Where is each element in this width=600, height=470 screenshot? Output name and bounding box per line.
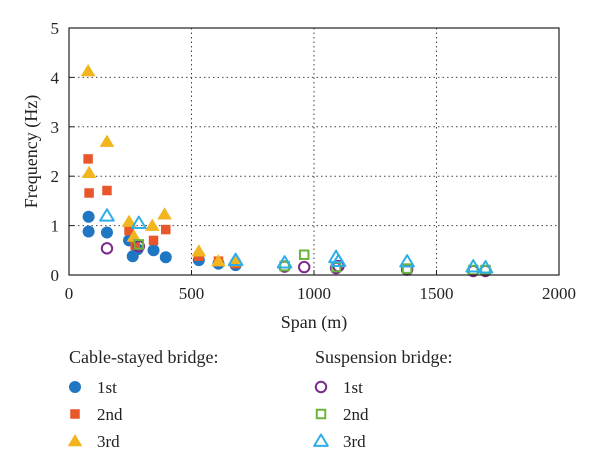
cable-stayed-3rd-point — [157, 207, 172, 220]
legend-marker — [67, 434, 83, 447]
legend-marker — [315, 408, 327, 420]
y-tick-label: 3 — [51, 118, 60, 137]
x-tick-label: 1500 — [420, 284, 454, 303]
cable-stayed-3rd-point — [121, 214, 137, 227]
x-tick-labels: 0 500 1000 1500 2000 — [65, 270, 576, 303]
legend-title-cable-stayed: Cable-stayed bridge: — [69, 347, 218, 367]
suspension-2nd-point — [298, 249, 310, 260]
cable-stayed-3rd-point — [99, 134, 115, 147]
legend-marker — [313, 433, 329, 447]
cable-stayed-2nd-point — [83, 154, 93, 164]
suspension-3rd-point — [330, 253, 347, 268]
suspension-2nd-point — [279, 260, 290, 272]
suspension-2nd-point — [468, 264, 479, 276]
y-tick-label: 0 — [51, 266, 60, 285]
legend-label: 3rd — [97, 432, 120, 451]
cable-stayed-1st-point — [82, 225, 95, 238]
cable-stayed-2nd-point — [161, 224, 171, 235]
cable-stayed-2nd-point — [124, 225, 134, 236]
suspension-2nd-point — [133, 239, 145, 250]
data-points — [80, 63, 494, 278]
y-tick-label: 5 — [51, 19, 60, 38]
cable-stayed-3rd-point — [80, 63, 96, 77]
legend-marker — [314, 380, 328, 394]
suspension-3rd-point — [465, 259, 482, 273]
cable-stayed-3rd-point — [126, 229, 142, 242]
legend: Cable-stayed bridge: Suspension bridge: … — [67, 347, 453, 451]
x-tick-label: 500 — [179, 284, 205, 303]
y-axis-title: Frequency (Hz) — [21, 95, 42, 208]
grid-lines — [69, 28, 559, 275]
cable-stayed-1st-point — [147, 244, 160, 257]
legend-label: 3rd — [343, 432, 366, 451]
y-tick-labels: 0 1 2 3 4 5 — [51, 19, 74, 285]
suspension-3rd-point — [99, 208, 115, 222]
legend-title-suspension: Suspension bridge: — [315, 347, 453, 367]
suspension-1st-point — [100, 242, 114, 255]
cable-stayed-2nd-point — [148, 235, 159, 246]
legend-label: 2nd — [97, 405, 123, 424]
suspension-3rd-point — [227, 252, 244, 267]
suspension-3rd-point — [131, 215, 147, 230]
cable-stayed-2nd-point — [84, 188, 94, 198]
y-tick-label: 2 — [51, 167, 60, 186]
x-tick-label: 2000 — [542, 284, 576, 303]
suspension-1st-point — [298, 260, 311, 274]
cable-stayed-1st-point — [100, 226, 113, 239]
suspension-3rd-point — [276, 255, 293, 269]
cable-stayed-3rd-point — [191, 244, 207, 257]
x-tick-label: 0 — [65, 284, 74, 303]
legend-marker — [70, 409, 80, 419]
cable-stayed-3rd-point — [211, 254, 226, 267]
cable-stayed-2nd-point — [102, 185, 112, 196]
legend-label: 1st — [343, 378, 363, 397]
legend-label: 1st — [97, 378, 117, 397]
cable-stayed-3rd-point — [228, 254, 243, 267]
cable-stayed-1st-point — [159, 251, 172, 264]
x-axis-title: Span (m) — [281, 312, 348, 333]
y-tick-label: 1 — [51, 217, 60, 236]
y-tick-label: 4 — [51, 68, 60, 87]
suspension-3rd-point — [399, 254, 415, 268]
suspension-3rd-point — [477, 260, 494, 274]
legend-marker — [69, 381, 81, 393]
legend-label: 2nd — [343, 405, 369, 424]
cable-stayed-3rd-point — [81, 165, 97, 178]
cable-stayed-1st-point — [82, 210, 95, 223]
suspension-2nd-point — [401, 263, 413, 274]
x-tick-label: 1000 — [297, 284, 331, 303]
cable-stayed-3rd-point — [144, 218, 160, 231]
